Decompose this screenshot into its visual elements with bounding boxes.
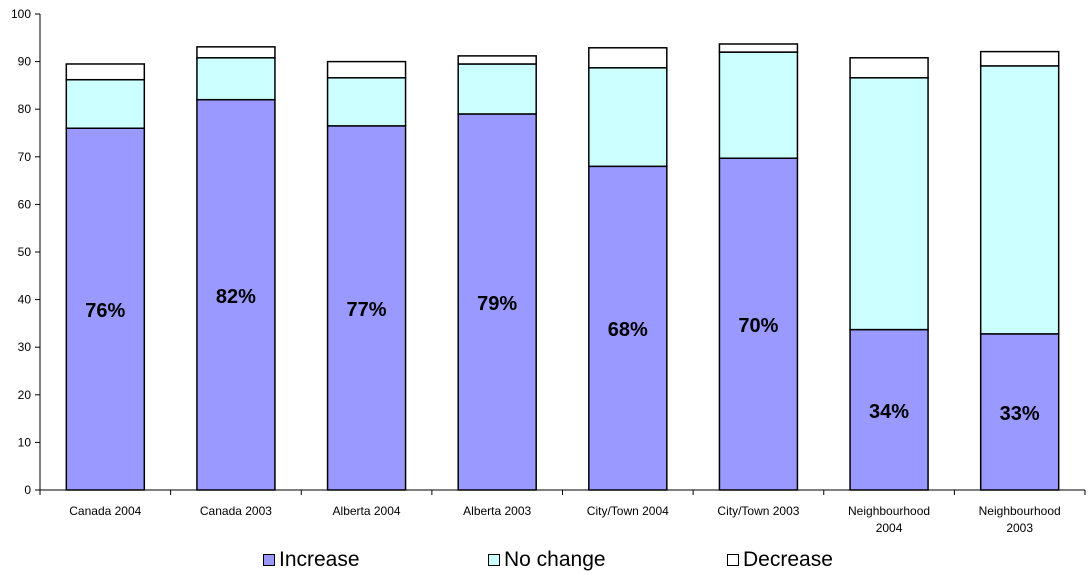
- bar-segment-no-change: [457, 63, 537, 115]
- bar-segment-increase: [588, 165, 668, 491]
- data-label: 82%: [216, 286, 256, 308]
- bar-segment-decrease: [65, 63, 146, 81]
- legend-label-no-change: No change: [504, 548, 606, 571]
- data-label: 77%: [347, 299, 387, 321]
- y-tick-label: 40: [18, 293, 32, 307]
- legend-item-no-change: No change: [488, 548, 606, 572]
- legend-label-increase: Increase: [279, 548, 360, 571]
- bar-segment-increase: [979, 333, 1060, 491]
- bar-segment-increase: [718, 157, 799, 491]
- bar-segment-no-change: [849, 77, 929, 331]
- data-label: 68%: [608, 319, 648, 341]
- bar-segment-no-change: [65, 78, 146, 129]
- y-tick-label: 100: [11, 7, 31, 21]
- bar-segment-decrease: [457, 55, 537, 65]
- bar-segment-decrease: [849, 57, 929, 79]
- data-label: 70%: [738, 315, 778, 337]
- legend-label-decrease: Decrease: [743, 548, 833, 571]
- bar-segment-increase: [196, 98, 276, 491]
- y-tick-label: 70: [18, 150, 32, 164]
- data-label: 33%: [1000, 403, 1040, 425]
- y-tick-label: 20: [18, 388, 32, 402]
- bar-segment-increase: [457, 113, 537, 491]
- bar-segment-no-change: [326, 77, 407, 127]
- legend: Increase No change Decrease: [0, 548, 1090, 574]
- data-label: 79%: [477, 293, 517, 315]
- legend-swatch-decrease: [727, 554, 739, 566]
- bar-segment-decrease: [588, 47, 668, 69]
- x-tick-label: Neighbourhood: [979, 504, 1061, 518]
- y-tick-label: 50: [18, 245, 32, 259]
- bar-segment-decrease: [196, 46, 276, 59]
- y-tick-label: 10: [18, 435, 32, 449]
- legend-swatch-no-change: [488, 554, 500, 566]
- legend-item-decrease: Decrease: [727, 548, 833, 572]
- bar-segment-no-change: [718, 51, 799, 159]
- y-tick-label: 30: [18, 340, 32, 354]
- x-tick-label: 2004: [876, 521, 903, 535]
- bar-segment-no-change: [588, 67, 668, 168]
- x-tick-label: Neighbourhood: [848, 504, 930, 518]
- x-tick-label: 2003: [1006, 521, 1033, 535]
- x-tick-label: Canada 2003: [200, 504, 272, 518]
- bar-segment-no-change: [979, 65, 1060, 335]
- data-label: 34%: [869, 401, 909, 423]
- bar-segment-decrease: [718, 43, 799, 53]
- x-tick-label: Alberta 2003: [463, 504, 531, 518]
- bar-segment-no-change: [196, 57, 276, 101]
- legend-swatch-increase: [263, 554, 275, 566]
- bar-segment-decrease: [326, 60, 407, 79]
- x-tick-label: Canada 2004: [69, 504, 141, 518]
- bar-segment-decrease: [979, 50, 1060, 67]
- data-label: 76%: [85, 300, 125, 322]
- y-tick-label: 0: [24, 483, 31, 497]
- y-tick-label: 60: [18, 197, 32, 211]
- stacked-bar-chart: 76% 82% 77% 79% 68% 70% 34% 33% 0 10 20 30 40 50 60 70 8…: [11, 7, 1086, 535]
- legend-item-increase: Increase: [263, 548, 360, 572]
- y-tick-label: 80: [18, 102, 32, 116]
- x-tick-label: City/Town 2004: [587, 504, 669, 518]
- bar-segment-increase: [65, 127, 146, 491]
- x-tick-label: Alberta 2004: [333, 504, 401, 518]
- y-tick-label: 90: [18, 55, 32, 69]
- x-tick-label: City/Town 2003: [717, 504, 799, 518]
